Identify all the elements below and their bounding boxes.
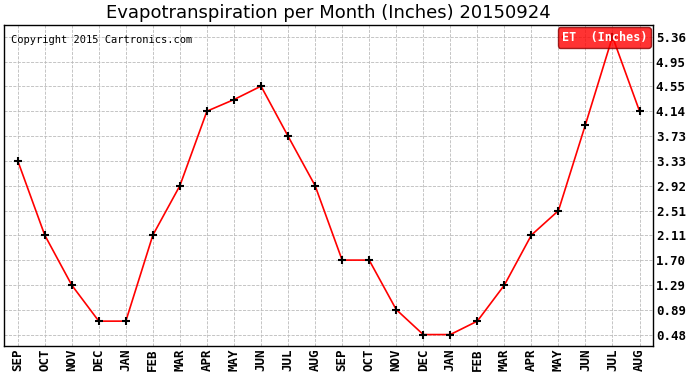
Title: Evapotranspiration per Month (Inches) 20150924: Evapotranspiration per Month (Inches) 20… (106, 4, 551, 22)
Legend: ET  (Inches): ET (Inches) (558, 27, 651, 48)
Text: Copyright 2015 Cartronics.com: Copyright 2015 Cartronics.com (10, 35, 192, 45)
